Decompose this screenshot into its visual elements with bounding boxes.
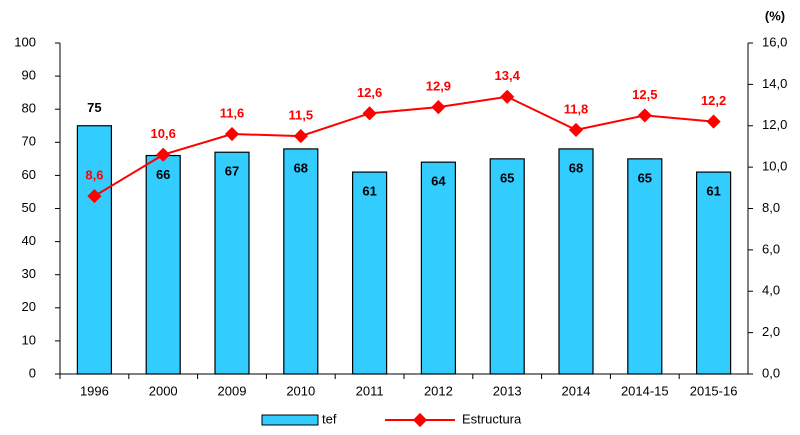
- bar: [695, 171, 732, 375]
- y2-tick-label: 10,0: [762, 159, 787, 174]
- legend-label: tef: [322, 411, 337, 426]
- bar: [76, 125, 113, 375]
- bar: [145, 154, 181, 375]
- x-tick-label: 2009: [218, 383, 247, 398]
- y-tick-label: 70: [22, 134, 36, 149]
- bar-value-label: 64: [431, 174, 446, 189]
- y-tick-label: 40: [22, 233, 36, 248]
- line-value-label: 12,9: [426, 79, 451, 94]
- bar-value-label: 67: [225, 164, 239, 179]
- line-value-label: 11,5: [289, 108, 314, 123]
- line-value-label: 11,8: [564, 101, 589, 116]
- bar-value-label: 68: [569, 160, 583, 175]
- y2-tick-label: 4,0: [762, 283, 780, 298]
- y2-axis-title: (%): [765, 8, 785, 23]
- y-tick-label: 60: [22, 167, 36, 182]
- legend-marker: [412, 412, 428, 428]
- x-tick-label: 2012: [424, 383, 453, 398]
- line-value-label: 12,6: [357, 85, 382, 100]
- x-tick-label: 1996: [80, 383, 109, 398]
- bar: [214, 151, 250, 375]
- line: [93, 95, 714, 197]
- legend-label: Estructura: [462, 411, 522, 426]
- x-tick-label: 2010: [286, 383, 315, 398]
- y-tick-label: 20: [22, 299, 36, 314]
- x-tick-label: 2014: [562, 383, 591, 398]
- bar-value-label: 61: [706, 184, 720, 199]
- line-point: [224, 126, 240, 142]
- bar: [558, 148, 594, 375]
- legend-swatch: [261, 414, 319, 426]
- y-tick-label: 0: [29, 365, 36, 380]
- x-tick-label: 2015-16: [690, 383, 738, 398]
- y-tick-label: 30: [22, 266, 36, 281]
- y2-tick-label: 12,0: [762, 117, 787, 132]
- line-value-label: 13,4: [495, 68, 521, 83]
- y2-tick-label: 16,0: [762, 34, 787, 49]
- bar: [489, 158, 525, 375]
- bar: [283, 148, 319, 375]
- line-value-label: 11,6: [220, 105, 245, 120]
- y2-tick-label: 8,0: [762, 200, 780, 215]
- x-tick-label: 2014-15: [621, 383, 669, 398]
- y2-tick-label: 2,0: [762, 324, 780, 339]
- line-point: [293, 129, 308, 144]
- line-value-label: 10,6: [151, 126, 176, 141]
- line-point: [706, 114, 721, 129]
- y-tick-label: 100: [14, 34, 36, 49]
- line-point: [568, 122, 584, 137]
- y2-tick-label: 6,0: [762, 241, 780, 256]
- bar-value-label: 75: [87, 100, 101, 115]
- bar-value-label: 65: [500, 170, 514, 185]
- bar-value-label: 65: [638, 170, 652, 185]
- bar-value-label: 68: [294, 160, 308, 175]
- line-point: [431, 100, 446, 115]
- bar-value-label: 66: [156, 167, 170, 182]
- bar: [627, 158, 663, 375]
- bar: [352, 171, 388, 375]
- line-value-label: 12,5: [632, 87, 657, 102]
- line-point: [500, 89, 515, 104]
- x-tick-label: 2013: [493, 383, 522, 398]
- line-value-label: 12,2: [701, 93, 726, 108]
- y-tick-label: 90: [22, 68, 36, 83]
- line-value-label: 8,6: [85, 168, 103, 183]
- x-tick-label: 2000: [149, 383, 178, 398]
- y-tick-label: 50: [22, 200, 36, 215]
- bar-value-label: 61: [362, 184, 376, 199]
- line-point: [362, 106, 377, 121]
- y-tick-label: 80: [22, 101, 36, 116]
- y2-tick-label: 14,0: [762, 76, 787, 91]
- y-tick-label: 10: [22, 332, 36, 347]
- x-tick-label: 2011: [356, 383, 384, 398]
- bar: [420, 161, 456, 375]
- line-point: [637, 108, 652, 123]
- y2-tick-label: 0,0: [762, 365, 780, 380]
- line-point: [156, 147, 171, 162]
